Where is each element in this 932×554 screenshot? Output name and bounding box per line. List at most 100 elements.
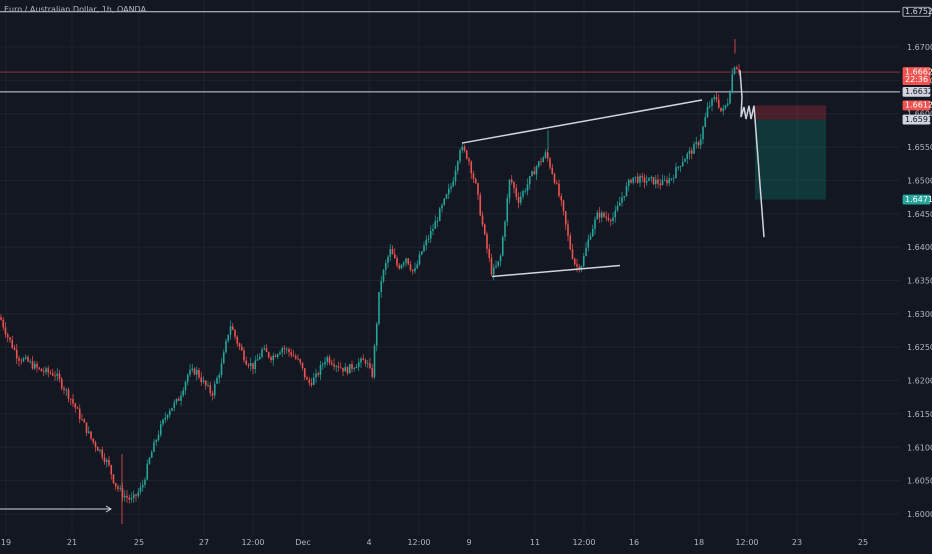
price-tick-label: 1.60500 — [907, 477, 932, 486]
candle-body — [87, 431, 90, 433]
candle-body — [339, 367, 342, 369]
arrow-head-icon — [105, 505, 112, 513]
candle-body — [65, 389, 68, 391]
candle-body — [279, 352, 281, 355]
candle-body — [472, 173, 475, 179]
candle-body — [544, 152, 547, 158]
arrow-tool[interactable] — [0, 505, 112, 513]
time-tick-label: 27 — [199, 538, 209, 547]
candle-body — [677, 166, 680, 168]
candle-body — [585, 247, 587, 257]
candle-body — [661, 180, 664, 186]
candle-body — [681, 161, 684, 167]
candle-body — [146, 463, 149, 480]
time-tick-label: 12:00 — [735, 538, 758, 547]
candle-body — [564, 211, 567, 225]
badge-price-label: 1.67528 — [905, 7, 932, 16]
candle-body — [69, 398, 72, 400]
time-tick-label: 9 — [466, 538, 471, 547]
candle-body — [531, 171, 533, 177]
candle-body — [618, 202, 621, 206]
candle-body — [351, 364, 353, 369]
horizontal-levels[interactable] — [0, 11, 900, 93]
candle-body — [344, 367, 347, 372]
candle-body — [627, 179, 630, 186]
candle-body — [333, 364, 335, 367]
candle-body — [535, 166, 538, 175]
candle-body — [288, 349, 290, 353]
candle-body — [13, 347, 16, 350]
candle-body — [256, 359, 259, 361]
candle-body — [501, 236, 504, 256]
stop-zone — [755, 105, 826, 120]
candle-body — [141, 484, 144, 488]
candle-body — [654, 179, 657, 185]
candle-body — [537, 161, 540, 167]
candle-body — [423, 245, 425, 252]
candle-body — [686, 153, 689, 160]
candle-body — [481, 215, 484, 225]
candle-body — [294, 356, 297, 359]
time-axis[interactable]: 19 21 25 27 12:00 Dec 4 12:00 9 11 12:00 16 18 12:00 2… — [0, 535, 932, 550]
candle-body — [195, 370, 198, 375]
badge-price-label: 1.66327 — [905, 87, 932, 96]
candle-body — [51, 373, 54, 376]
candle-body — [299, 359, 302, 363]
candle-body — [245, 360, 248, 365]
candle-body — [443, 198, 446, 205]
candle-body — [270, 357, 272, 361]
candle-body — [164, 417, 167, 420]
candle-body — [688, 150, 691, 154]
candle-body — [18, 358, 20, 361]
candle-body — [598, 212, 601, 218]
candle-body — [429, 230, 432, 239]
candle-body — [411, 269, 414, 272]
candle-body — [409, 264, 412, 270]
candle-body — [470, 161, 473, 174]
candle-body — [396, 258, 398, 266]
candle-body — [130, 498, 133, 500]
candle-body — [704, 117, 707, 127]
candle-body — [330, 362, 333, 365]
candle-body — [209, 385, 212, 394]
candle-body — [249, 363, 252, 366]
candle-body — [697, 142, 700, 146]
candle-body — [328, 357, 331, 363]
candle-body — [78, 408, 81, 419]
candle-body — [497, 261, 500, 266]
position-zones[interactable] — [755, 105, 826, 200]
price-tick-label: 1.67000 — [907, 43, 932, 52]
candle-body — [117, 486, 119, 489]
time-tick-label: 12:00 — [241, 538, 264, 547]
trendlines[interactable] — [461, 99, 703, 278]
badge-box — [902, 100, 931, 111]
candle-body — [461, 146, 464, 151]
trendline-upper — [461, 99, 703, 144]
candle-body — [596, 212, 599, 220]
candle-body — [729, 91, 731, 104]
candle-body — [630, 179, 632, 183]
candle-body — [173, 402, 176, 408]
time-tick-label: 21 — [67, 538, 77, 547]
candle-body — [191, 368, 194, 370]
candle-body — [207, 385, 209, 387]
candle-body — [310, 382, 313, 385]
projection[interactable] — [739, 70, 765, 238]
candle-body — [643, 177, 646, 183]
candle-body — [47, 368, 50, 373]
candle-body — [526, 184, 529, 191]
candle-body — [254, 360, 257, 370]
candle-body — [342, 367, 344, 372]
candle-body — [387, 256, 389, 264]
candle-body — [465, 150, 468, 159]
candle-body — [562, 200, 565, 212]
time-tick-label: 25 — [134, 538, 144, 547]
price-badge-stop: 1.66124 — [902, 100, 932, 111]
price-badge-last-price: 1.6662422:36 — [902, 67, 932, 85]
candle-body — [474, 178, 477, 184]
candle-body — [108, 459, 110, 466]
candle-body — [148, 457, 151, 464]
candle-body — [60, 378, 63, 389]
